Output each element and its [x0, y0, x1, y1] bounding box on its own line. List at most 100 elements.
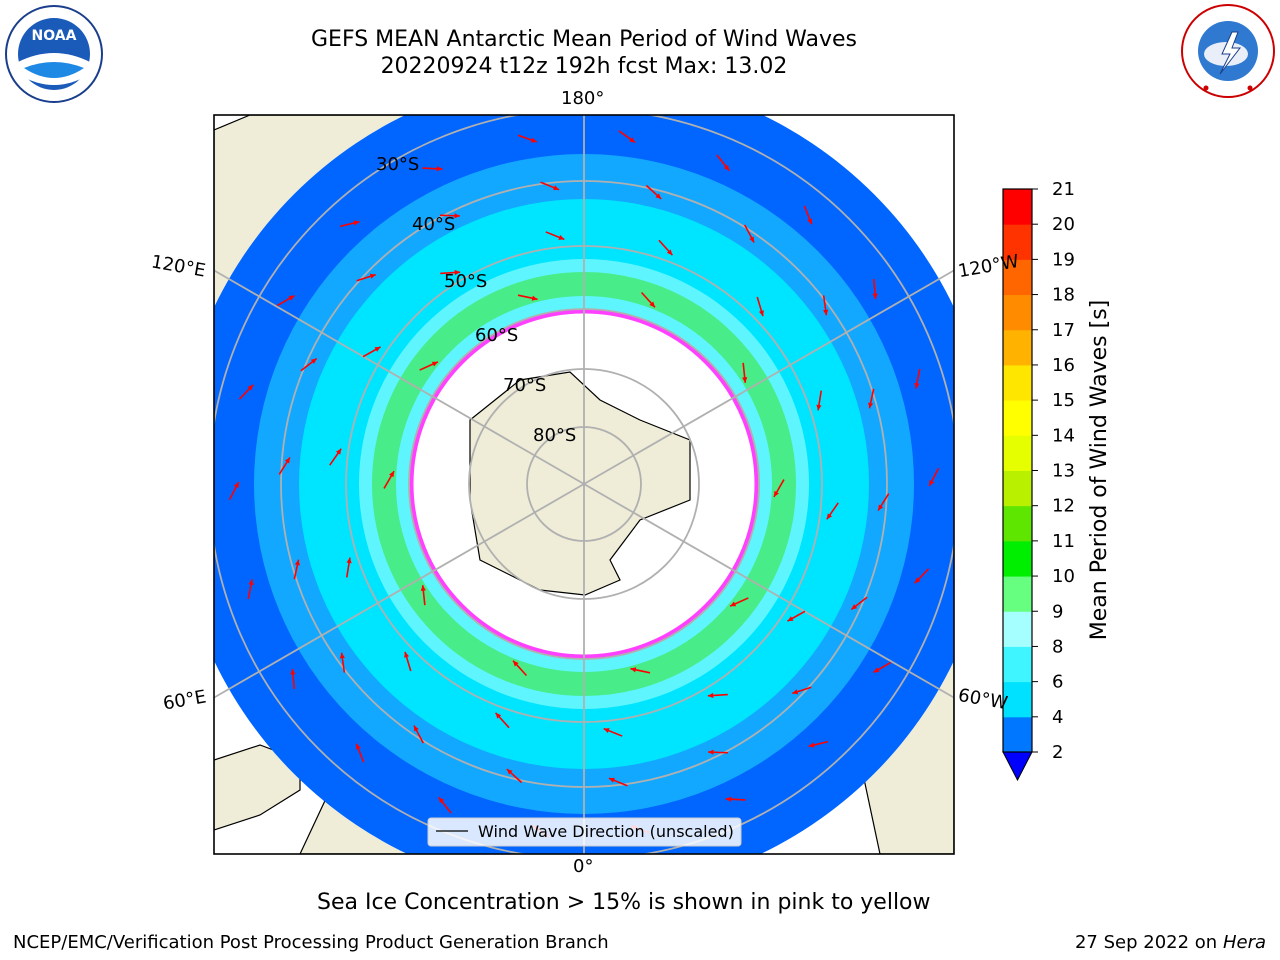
colorbar-segment-4: [1003, 576, 1032, 612]
lon-label-0: 0°: [573, 856, 594, 877]
colorbar-segment-5: [1003, 540, 1032, 577]
wave-arrow-31: [877, 493, 890, 511]
wave-arrow-13: [545, 231, 565, 241]
wave-arrow-34: [708, 749, 729, 755]
wave-arrow-43: [618, 130, 636, 144]
land-antarctica: [469, 371, 691, 596]
wave-arrow-37: [413, 725, 425, 744]
wave-arrow-52: [725, 796, 746, 802]
wave-arrow-62: [339, 220, 360, 228]
wave-arrow-42: [517, 134, 538, 143]
colorbar-under-triangle: [1002, 751, 1033, 782]
chart-title: GEFS MEAN Antarctic Mean Period of Wind …: [311, 27, 857, 52]
colorbar-tick-label-20: 20: [1052, 214, 1075, 235]
wave-arrow-58: [247, 579, 254, 600]
wave-arrow-49: [914, 568, 930, 584]
colorbar-tick-label-17: 17: [1052, 320, 1075, 341]
lat-label-80s: 80°S: [533, 425, 576, 446]
lat-label-70s: 70°S: [503, 375, 546, 396]
lat-label-50s: 50°S: [444, 271, 487, 292]
colorbar-tick-label-12: 12: [1052, 496, 1075, 517]
colorbar-segment-7: [1003, 470, 1032, 507]
wave-arrow-6: [773, 479, 785, 498]
colorbar-segment-2: [1003, 646, 1032, 683]
colorbar-segment-8: [1003, 435, 1032, 471]
noaa-logo: NOAA: [4, 4, 104, 108]
wave-arrow-17: [826, 502, 839, 520]
meridian-120: [583, 483, 954, 699]
colorbar-tick-label-21: 21: [1052, 179, 1075, 200]
colorbar-segment-13: [1003, 259, 1032, 296]
colorbar-tick-label-16: 16: [1052, 355, 1075, 376]
wave-arrow-26: [540, 181, 560, 191]
wave-arrow-35: [608, 777, 628, 787]
meridian-240: [214, 483, 585, 699]
wave-arrow-36: [506, 768, 523, 784]
wave-arrow-16: [816, 390, 823, 411]
lat-label-40s: 40°S: [412, 214, 455, 235]
colorbar-tick-label-13: 13: [1052, 461, 1075, 482]
colorbar: 2 4 6 8 9 10 11 12 13 14 15 16 17 18 19 20 21: [1002, 179, 1075, 782]
wave-arrow-3: [517, 294, 538, 301]
wave-arrow-51: [808, 740, 829, 748]
footer-producer: NCEP/EMC/Verification Post Processing Pr…: [13, 932, 609, 953]
wave-arrow-38: [339, 652, 346, 673]
wave-arrow-61: [276, 294, 295, 307]
sea-ice-caption: Sea Ice Concentration > 15% is shown in …: [317, 890, 931, 915]
wave-arrow-27: [645, 184, 662, 200]
footer-date-text: 27 Sep 2022 on: [1074, 932, 1218, 953]
wave-arrow-25: [439, 213, 460, 219]
wave-arrow-23: [345, 557, 352, 578]
wave-arrow-29: [822, 295, 829, 316]
wave-arrow-28: [743, 224, 755, 243]
footer-host: Hera: [1222, 932, 1266, 953]
wave-arrow-60: [238, 384, 254, 400]
colorbar-segment-14: [1003, 224, 1032, 260]
colorbar-tick-label-10: 10: [1052, 566, 1075, 587]
lat-label-30s: 30°S: [376, 154, 419, 175]
graticule: [214, 115, 954, 854]
wave-arrow-39: [293, 559, 300, 580]
colorbar-tick-label-2: 2: [1052, 742, 1063, 763]
colorbar-segment-10: [1003, 364, 1032, 401]
wave-arrow-12: [440, 269, 461, 276]
wave-arrow-55: [438, 796, 452, 814]
colorbar-tick-label-6: 6: [1052, 672, 1063, 693]
wave-arrow-1: [383, 470, 395, 489]
colorbar-tick-label-11: 11: [1052, 531, 1075, 552]
wave-arrow-50: [873, 661, 892, 674]
wave-arrow-7: [729, 597, 749, 607]
colorbar-tick-label-19: 19: [1052, 249, 1075, 270]
antarctica-layer: [469, 371, 691, 596]
wave-arrow-32: [850, 596, 868, 611]
colorbar-segment-11: [1003, 329, 1032, 366]
footer-date: 27 Sep 2022 on Hera: [1075, 932, 1266, 953]
colorbar-tick-label-15: 15: [1052, 390, 1075, 411]
colorbar-tick-label-8: 8: [1052, 636, 1063, 657]
wave-arrow-9: [512, 660, 528, 677]
wave-arrow-56: [355, 743, 365, 763]
wave-arrow-19: [707, 692, 728, 699]
colorbar-segment-15: [1003, 189, 1032, 225]
chart-subtitle: 20220924 t12z 192h fcst Max: 13.02: [380, 54, 788, 79]
wave-arrow-4: [640, 291, 656, 308]
colorbar-tick-label-9: 9: [1052, 601, 1063, 622]
wave-arrow-59: [228, 481, 240, 501]
wave-arrow-2: [419, 361, 439, 371]
legend-label: Wind Wave Direction (unscaled): [478, 822, 734, 841]
lat-label-60s: 60°S: [475, 325, 518, 346]
wave-arrow-11: [362, 346, 381, 358]
colorbar-tick-label-14: 14: [1052, 425, 1075, 446]
wave-arrow-21: [495, 712, 510, 729]
noaa-logo-text: NOAA: [32, 28, 77, 44]
colorbar-label: Mean Period of Wind Waves [s]: [1087, 300, 1112, 640]
colorbar-segment-6: [1003, 505, 1032, 542]
wave-arrow-18: [787, 610, 806, 622]
wave-arrow-24: [356, 273, 376, 282]
wave-arrow-30: [868, 388, 875, 409]
colorbar-segment-9: [1003, 400, 1032, 436]
wave-arrow-0: [420, 585, 426, 606]
wave-arrow-45: [803, 205, 813, 225]
lon-label-180: 180°: [561, 88, 605, 109]
